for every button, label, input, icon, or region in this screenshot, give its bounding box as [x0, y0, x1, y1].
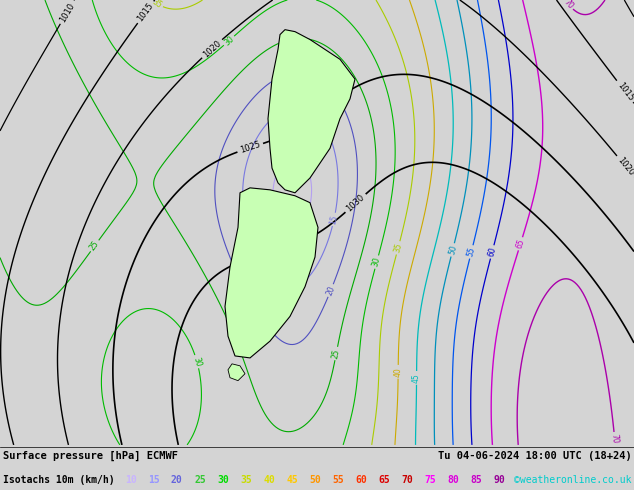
Text: 50: 50 [309, 475, 321, 485]
Text: 35: 35 [150, 0, 164, 10]
Text: 1020: 1020 [616, 155, 634, 177]
Text: ©weatheronline.co.uk: ©weatheronline.co.uk [514, 475, 631, 485]
Text: Surface pressure [hPa] ECMWF: Surface pressure [hPa] ECMWF [3, 450, 178, 461]
Text: 45: 45 [412, 373, 421, 383]
Polygon shape [225, 188, 318, 358]
Text: 45: 45 [286, 475, 298, 485]
Text: 30: 30 [223, 34, 236, 48]
Text: 35: 35 [240, 475, 252, 485]
Text: 1030: 1030 [345, 193, 366, 214]
Text: 55: 55 [466, 246, 477, 258]
Text: 55: 55 [332, 475, 344, 485]
Text: 1015: 1015 [615, 80, 634, 102]
Text: 30: 30 [217, 475, 229, 485]
Text: 30: 30 [191, 356, 202, 368]
Text: 10: 10 [299, 213, 311, 225]
Text: 80: 80 [448, 475, 459, 485]
Text: 1025: 1025 [239, 140, 262, 155]
Text: 70: 70 [610, 434, 619, 444]
Text: 85: 85 [470, 475, 482, 485]
Text: 15: 15 [148, 475, 160, 485]
Text: 40: 40 [263, 475, 275, 485]
Text: 65: 65 [378, 475, 390, 485]
Text: 60: 60 [487, 246, 498, 258]
Text: 15: 15 [328, 214, 339, 225]
Text: 25: 25 [194, 475, 206, 485]
Polygon shape [228, 364, 245, 381]
Text: 30: 30 [371, 256, 382, 268]
Text: 75: 75 [425, 475, 436, 485]
Text: 50: 50 [447, 244, 458, 256]
Text: Isotachs 10m (km/h): Isotachs 10m (km/h) [3, 475, 114, 485]
Text: 70: 70 [562, 0, 575, 11]
Text: 1015: 1015 [136, 1, 155, 24]
Text: 60: 60 [356, 475, 367, 485]
Text: 90: 90 [494, 475, 505, 485]
Text: 40: 40 [394, 367, 403, 377]
Text: 25: 25 [88, 239, 101, 252]
Text: 70: 70 [401, 475, 413, 485]
Polygon shape [268, 30, 355, 193]
Text: 25: 25 [331, 348, 342, 359]
Text: 35: 35 [392, 242, 404, 254]
Text: 10: 10 [125, 475, 137, 485]
Text: 1010: 1010 [58, 1, 77, 24]
Text: 1020: 1020 [201, 38, 223, 59]
Text: 65: 65 [515, 238, 526, 250]
Text: 20: 20 [171, 475, 183, 485]
Text: Tu 04-06-2024 18:00 UTC (18+24): Tu 04-06-2024 18:00 UTC (18+24) [437, 451, 631, 461]
Text: 20: 20 [325, 284, 337, 296]
